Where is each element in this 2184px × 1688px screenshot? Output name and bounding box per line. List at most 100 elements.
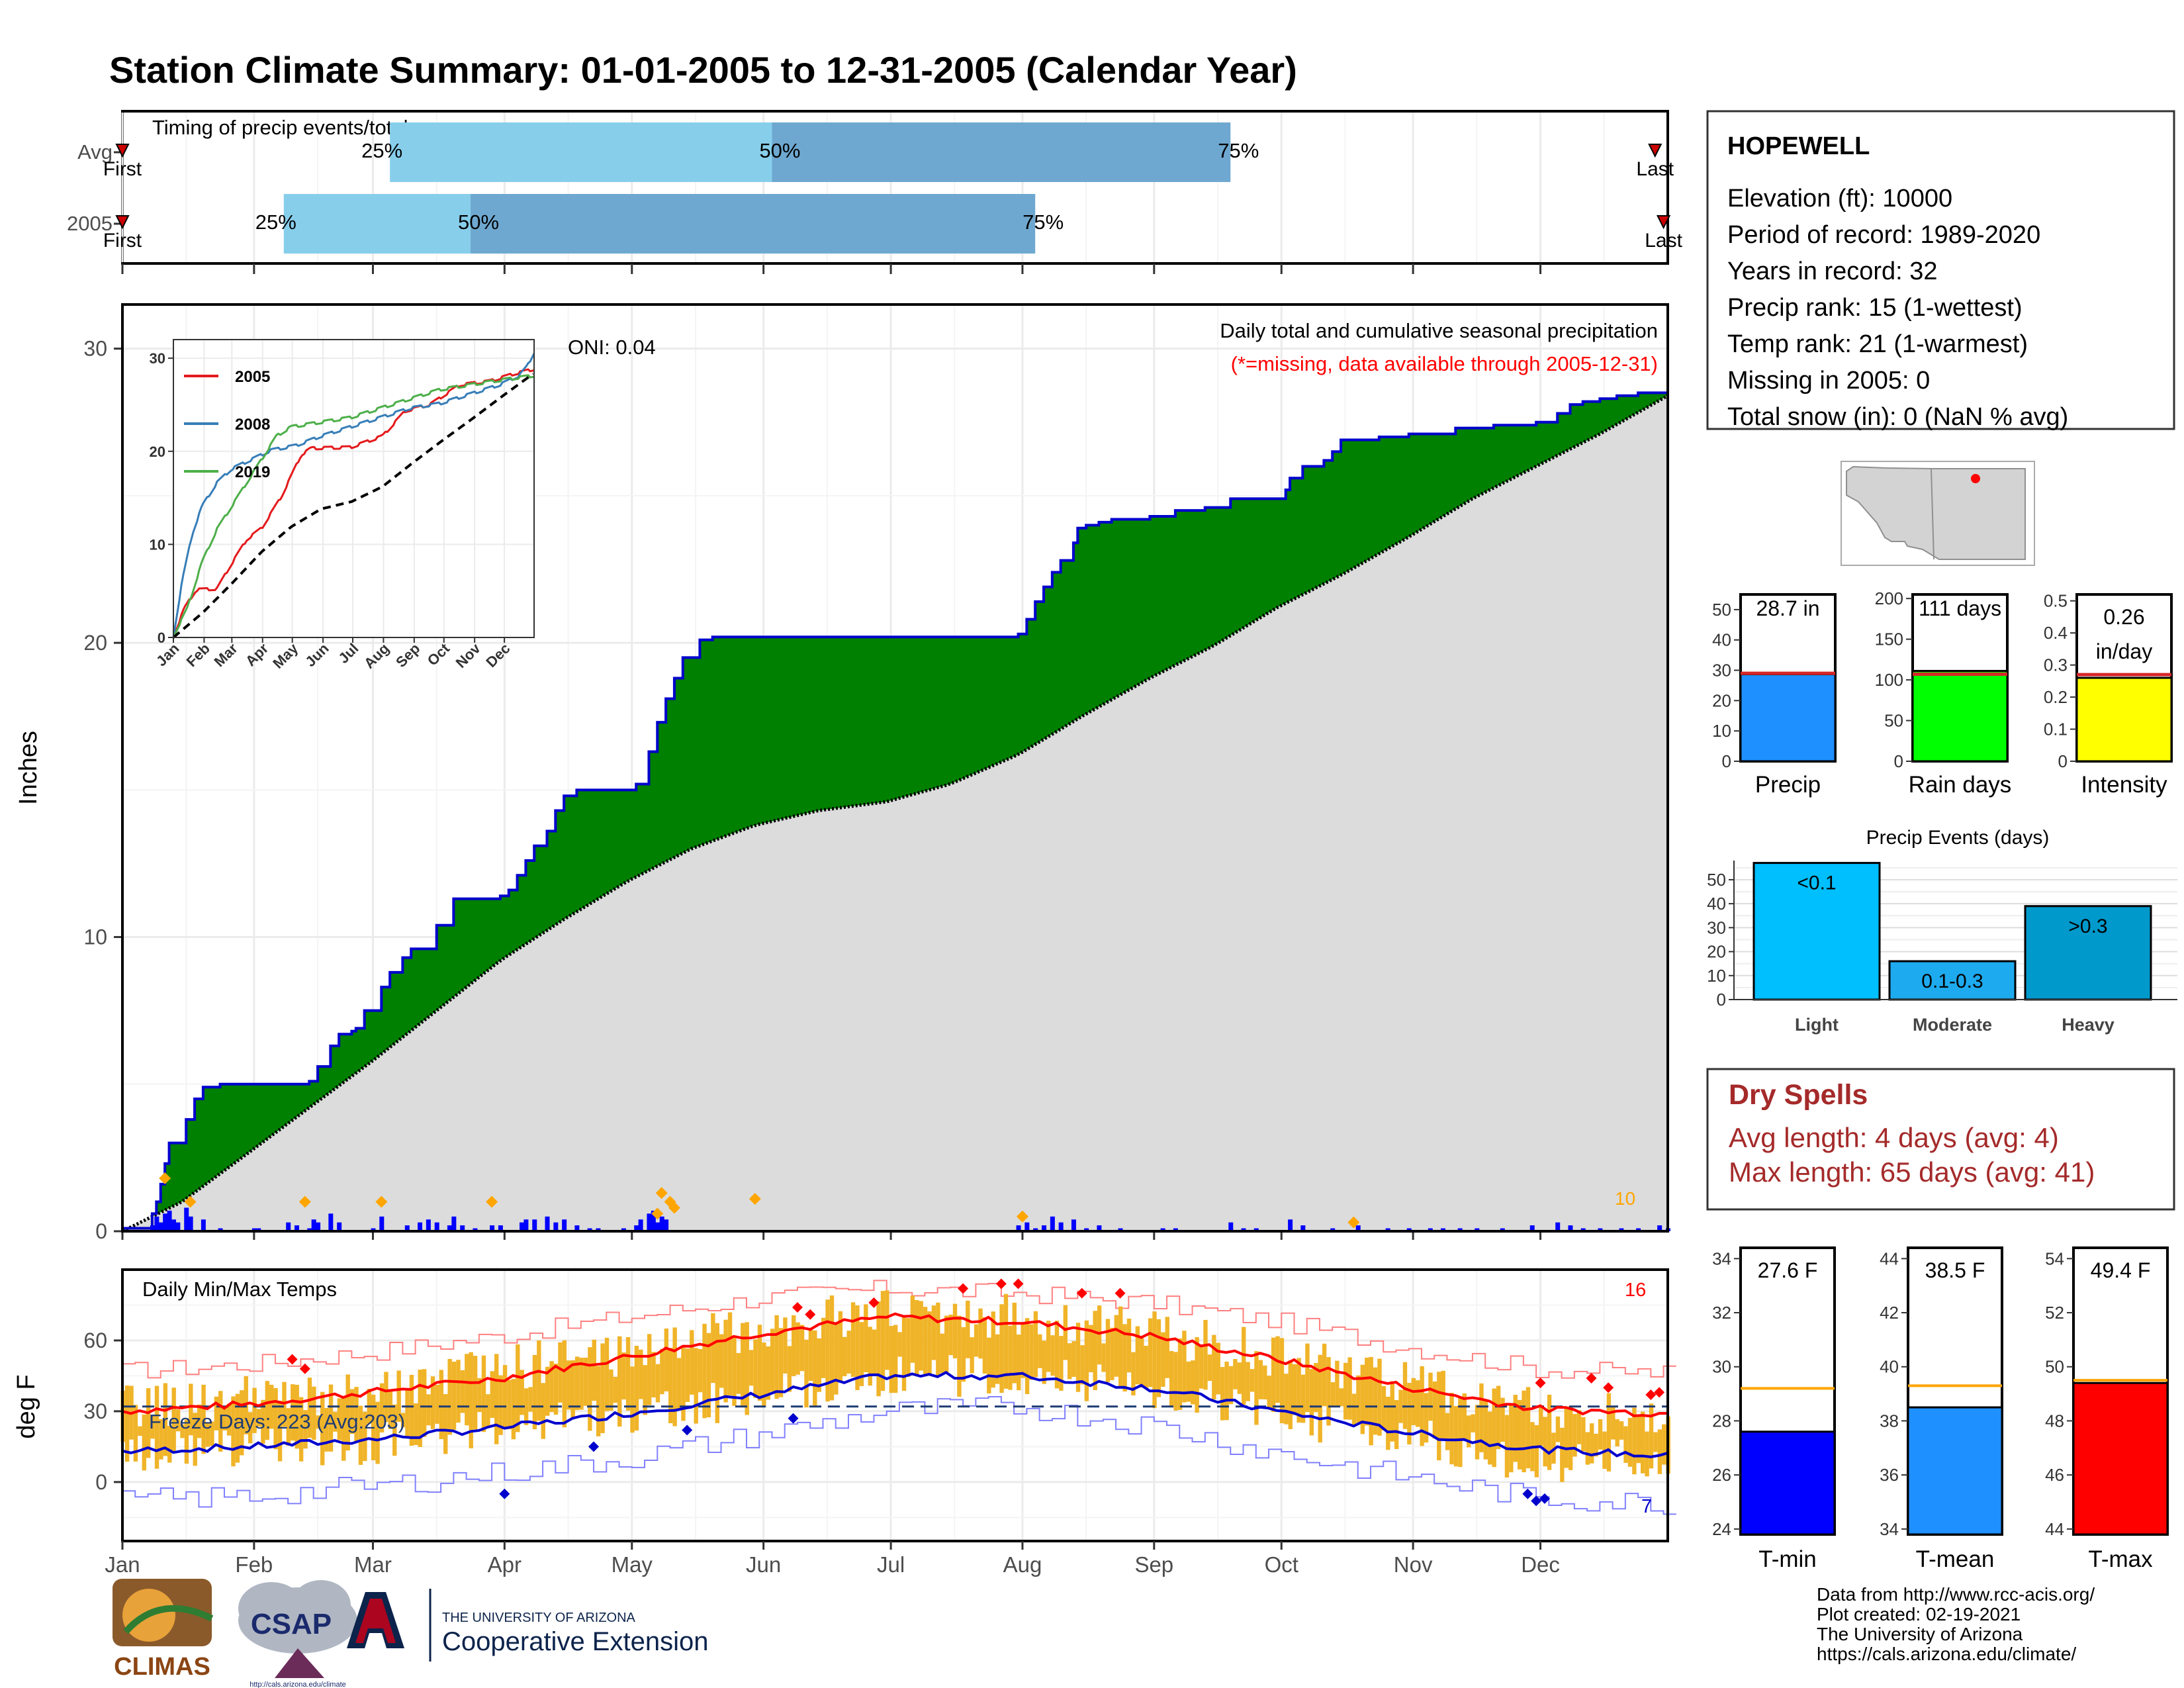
precip-y-tick-label: 10 — [83, 925, 107, 949]
daily-temp-bar — [222, 1407, 227, 1430]
daily-temp-bar — [1373, 1367, 1378, 1435]
daily-temp-bar — [846, 1331, 851, 1374]
daily-temp-bar — [409, 1374, 414, 1446]
daily-temp-bar — [868, 1327, 872, 1386]
daily-temp-bar — [745, 1322, 749, 1415]
dry-spells-box: Dry Spells Avg length: 4 days (avg: 4) M… — [1706, 1068, 2175, 1211]
temp-summary-y-tick-label: 46 — [2045, 1465, 2064, 1485]
daily-temp-bar — [1619, 1421, 1624, 1440]
daily-temp-bar — [400, 1413, 406, 1428]
daily-temp-bar — [1407, 1383, 1412, 1445]
daily-precip-bar — [218, 1228, 223, 1231]
daily-temp-bar — [1228, 1366, 1234, 1405]
daily-temp-bar — [1453, 1406, 1459, 1467]
state-border — [1931, 468, 1934, 560]
extreme-precip-marker — [184, 1196, 197, 1208]
daily-temp-bar — [316, 1415, 320, 1429]
daily-temp-bar — [1033, 1311, 1038, 1378]
daily-temp-bar — [451, 1362, 457, 1430]
daily-precip-bar — [596, 1228, 601, 1231]
last-label: Last — [1645, 230, 1682, 252]
daily-temp-bar — [842, 1336, 847, 1376]
daily-temp-bar — [762, 1342, 766, 1407]
daily-temp-bar — [1089, 1325, 1093, 1373]
daily-temp-bar — [1003, 1293, 1009, 1389]
daily-temp-bar — [1369, 1356, 1373, 1446]
daily-temp-bar — [1288, 1360, 1293, 1429]
extreme-precip-marker — [1347, 1216, 1360, 1229]
summary-y-tick-label: 30 — [1712, 661, 1731, 680]
daily-temp-bar — [672, 1327, 677, 1427]
daily-temp-bar — [719, 1334, 724, 1388]
daily-precip-bar — [188, 1216, 193, 1231]
daily-temp-bar — [494, 1354, 499, 1444]
daily-temp-bar — [175, 1409, 181, 1432]
daily-temp-bar — [1182, 1331, 1187, 1403]
month-label-May: May — [612, 1552, 653, 1577]
summary-unit-2: in/day — [2096, 639, 2152, 663]
events-body: <0.1 Light 0.1-0.3 Moderate >0.3 Heavy 0 10 20 30… — [1707, 861, 2177, 1035]
daily-temp-bar — [414, 1403, 418, 1445]
record-low-marker — [588, 1441, 600, 1452]
extreme-precip-marker — [375, 1196, 388, 1208]
timing-bar-q2 — [471, 194, 1036, 254]
daily-temp-bar — [910, 1295, 915, 1363]
daily-temp-bar — [923, 1307, 928, 1374]
daily-temp-bar — [1105, 1319, 1111, 1382]
daily-temp-bar — [1297, 1358, 1301, 1423]
csap-mountain — [275, 1648, 324, 1678]
record-low-marker — [1531, 1495, 1542, 1507]
daily-temp-bar — [154, 1385, 159, 1469]
daily-temp-bar — [1471, 1414, 1475, 1432]
credit-line: Plot created: 02-19-2021 — [1817, 1604, 2021, 1624]
daily-temp-bar — [880, 1291, 886, 1391]
daily-temp-bar — [1258, 1360, 1263, 1399]
daily-temp-bar — [333, 1411, 338, 1432]
precip-y-tick-label: 30 — [83, 337, 107, 361]
ua-logo: THE UNIVERSITY OF ARIZONA Cooperative Ex… — [347, 1589, 708, 1662]
summary-y-tick-label: 0.3 — [2044, 655, 2068, 675]
daily-precip-bar — [1457, 1228, 1463, 1231]
daily-temp-bar — [808, 1327, 813, 1382]
daily-temp-bar — [906, 1318, 911, 1377]
record-high-marker — [287, 1354, 298, 1365]
station-line: Temp rank: 21 (1-warmest) — [1727, 330, 2028, 358]
daily-temp-bar — [541, 1383, 545, 1439]
first-label: First — [103, 230, 142, 252]
daily-temp-bar — [634, 1346, 639, 1431]
daily-temp-bar — [1254, 1351, 1259, 1425]
daily-temp-bar — [1623, 1426, 1628, 1463]
daily-temp-bar — [1365, 1357, 1369, 1426]
daily-precip-bar — [337, 1222, 342, 1231]
daily-temp-bar — [978, 1308, 983, 1359]
daily-temp-bar — [1275, 1336, 1280, 1403]
first-event-marker — [115, 215, 130, 230]
summary-label-0: Precip — [1755, 772, 1821, 798]
daily-precip-bar — [651, 1210, 656, 1231]
daily-precip-bar — [587, 1228, 592, 1231]
daily-precip-bar — [1441, 1228, 1446, 1231]
daily-temp-bar — [982, 1317, 987, 1374]
daily-temp-bar — [588, 1347, 592, 1431]
month-label-Mar: Mar — [354, 1552, 392, 1577]
daily-temp-bar — [613, 1376, 618, 1403]
daily-temp-bar — [298, 1397, 304, 1462]
daily-temp-bar — [778, 1328, 784, 1397]
daily-precip-bar — [1475, 1228, 1480, 1231]
daily-temp-bar — [142, 1414, 146, 1471]
daily-temp-bar — [1224, 1361, 1229, 1421]
daily-temp-bar — [447, 1358, 452, 1435]
daily-temp-bar — [1110, 1327, 1115, 1380]
summary-bar-2 — [2075, 677, 2173, 763]
daily-precip-bar — [307, 1228, 312, 1231]
inset-y-tick-label: 20 — [150, 444, 165, 460]
daily-temp-bar — [1140, 1338, 1144, 1387]
daily-temp-bar — [138, 1426, 142, 1436]
extreme-precip-marker — [486, 1196, 498, 1208]
daily-temp-bar — [1242, 1327, 1246, 1405]
month-label-Feb: Feb — [235, 1552, 273, 1577]
daily-temp-bar — [919, 1301, 923, 1371]
daily-temp-bar — [668, 1348, 673, 1423]
daily-temp-bar — [1411, 1378, 1416, 1425]
daily-temp-bar — [545, 1366, 550, 1416]
